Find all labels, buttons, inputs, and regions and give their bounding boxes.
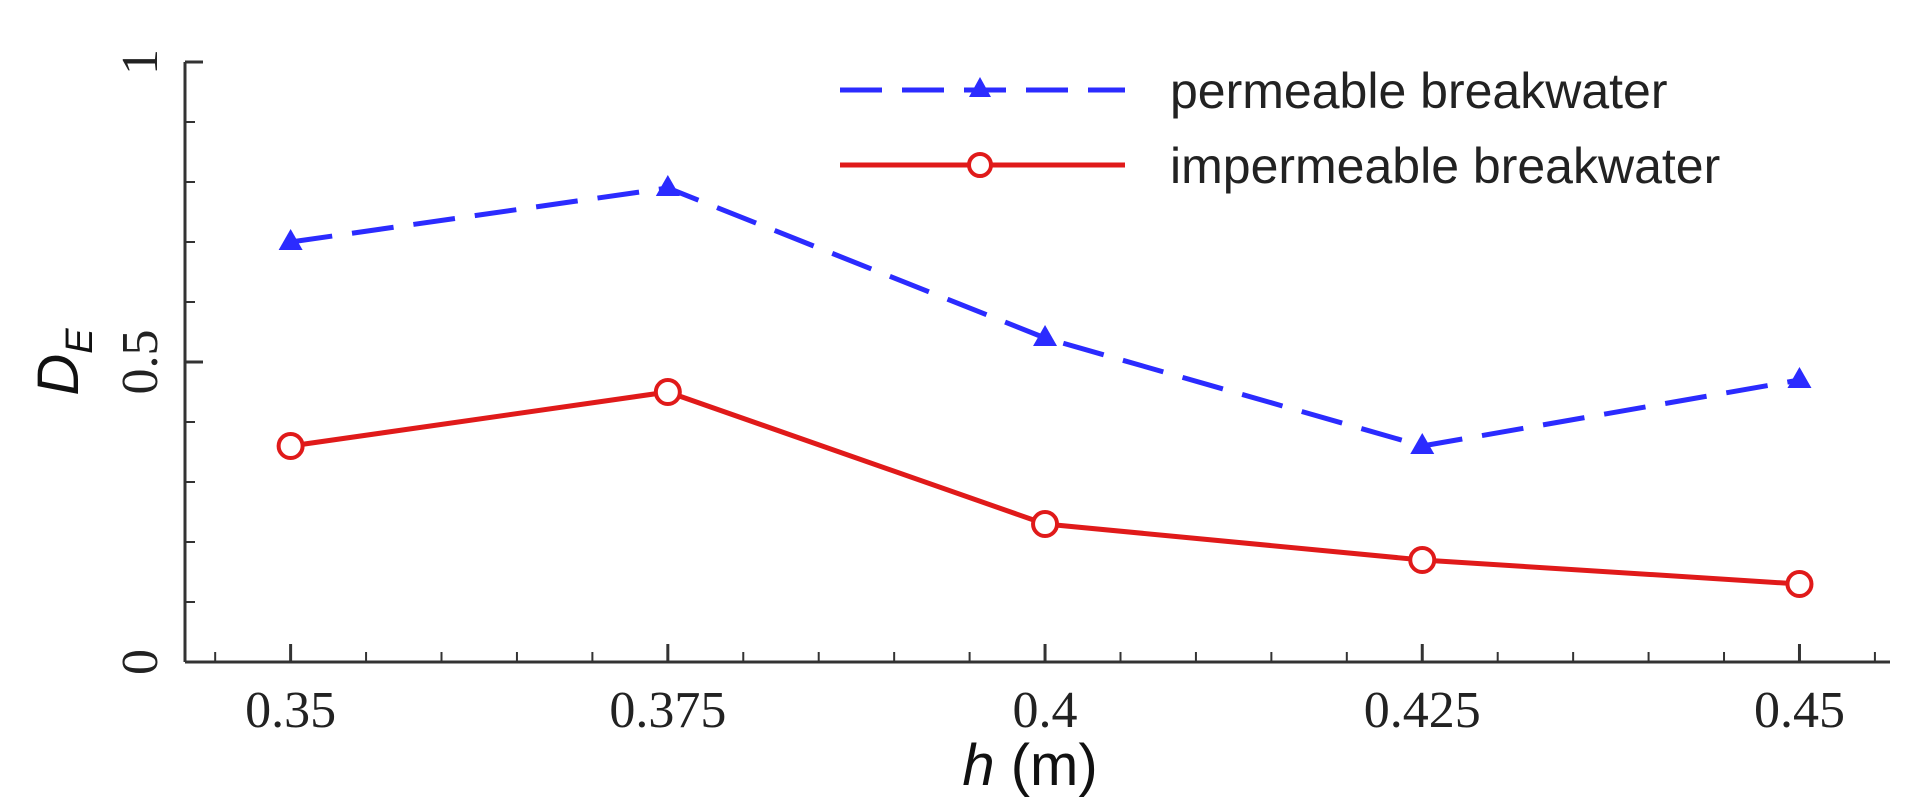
data-point-triangle [1410,433,1435,454]
data-point-triangle [1787,367,1812,388]
y-tick-label: 1 [112,49,169,75]
data-point-triangle [1033,325,1058,346]
plot-area [276,175,1814,598]
data-point-circle [1785,570,1814,598]
x-axis-ticks: 0.35 0.375 0.4 0.425 0.45 [214,644,1876,739]
data-point-triangle [655,175,680,196]
legend-item-impermeable: impermeable breakwater [840,138,1720,194]
legend-marker-triangle [969,77,991,97]
data-point-circle [1031,510,1060,538]
x-axis-label: h (m) [962,733,1097,798]
data-point-circle [653,378,682,406]
y-axis-label-subscript: E [59,328,101,354]
y-axis-label-variable: D [26,354,91,396]
series-line-permeable [290,185,1800,449]
x-tick-label: 0.4 [1013,682,1078,739]
legend-item-permeable: permeable breakwater [840,63,1668,119]
y-axis-ticks: 00.51 [112,49,203,675]
x-axis-label-unit: (m) [995,733,1098,798]
x-tick-label: 0.425 [1364,682,1481,739]
legend-marker-circle [967,152,993,178]
data-point-circle [1408,546,1437,574]
y-axis-label: DE [26,328,101,396]
data-point-circle [276,432,305,460]
legend: permeable breakwater impermeable breakwa… [840,63,1720,194]
x-tick-label: 0.375 [609,682,726,739]
data-point-triangle [278,229,303,250]
y-tick-label: 0.5 [112,330,169,395]
x-axis-label-variable: h [962,733,994,798]
legend-label-impermeable: impermeable breakwater [1170,138,1720,194]
y-tick-label: 0 [112,649,169,675]
x-tick-label: 0.45 [1754,682,1845,739]
x-tick-label: 0.35 [245,682,336,739]
legend-label-permeable: permeable breakwater [1170,63,1668,119]
